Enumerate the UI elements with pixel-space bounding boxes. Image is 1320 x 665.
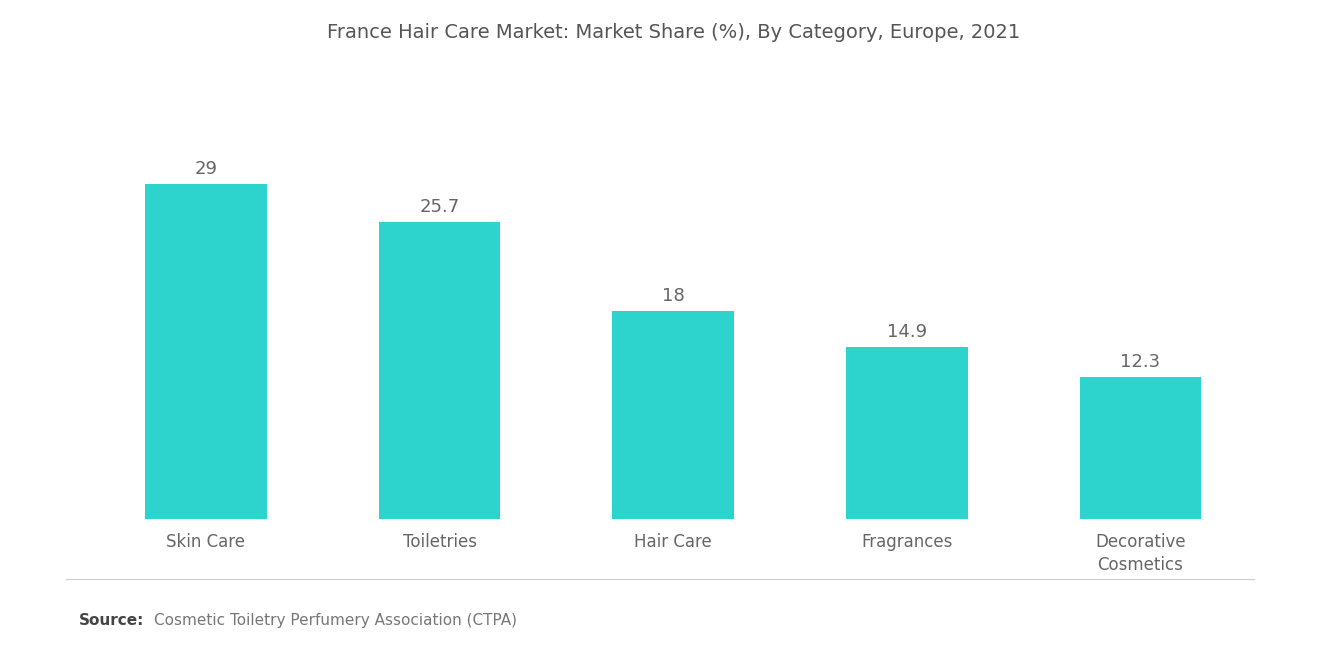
Bar bbox=[846, 346, 968, 519]
Bar bbox=[612, 311, 734, 519]
Title: France Hair Care Market: Market Share (%), By Category, Europe, 2021: France Hair Care Market: Market Share (%… bbox=[326, 23, 1020, 42]
Text: 12.3: 12.3 bbox=[1121, 353, 1160, 371]
Bar bbox=[1080, 376, 1201, 519]
Text: Cosmetic Toiletry Perfumery Association (CTPA): Cosmetic Toiletry Perfumery Association … bbox=[154, 613, 517, 628]
Bar bbox=[379, 222, 500, 519]
Text: 14.9: 14.9 bbox=[887, 323, 927, 341]
Text: Source:: Source: bbox=[79, 613, 145, 628]
Text: 18: 18 bbox=[661, 287, 685, 305]
Bar bbox=[145, 184, 267, 519]
Text: 29: 29 bbox=[194, 160, 218, 178]
Text: 25.7: 25.7 bbox=[420, 198, 459, 216]
